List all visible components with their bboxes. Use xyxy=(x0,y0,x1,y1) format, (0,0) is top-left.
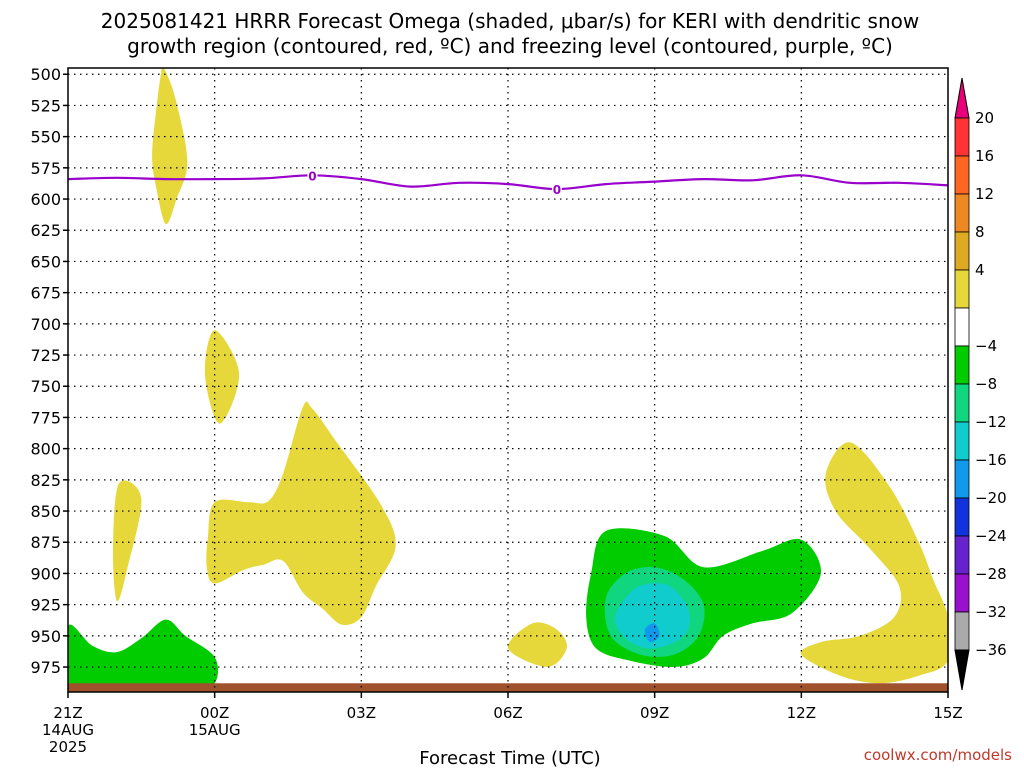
colorbar-label: −28 xyxy=(975,565,1007,583)
colorbar-segment xyxy=(954,155,970,195)
omega-region-weak-rising-1 xyxy=(152,68,188,225)
colorbar-bottom-arrow xyxy=(954,649,970,691)
colorbar-segment xyxy=(954,497,970,537)
y-tick-label: 950 xyxy=(30,627,61,646)
freezing-level-line xyxy=(67,174,949,191)
y-tick-label: 600 xyxy=(30,190,61,209)
freezing-level-contour: 00 xyxy=(67,168,949,197)
y-tick-label: 975 xyxy=(30,658,61,677)
omega-region-weak-rising-4 xyxy=(206,401,396,626)
colorbar-label: 20 xyxy=(975,109,994,127)
x-tick-label: 21Z 14AUG 2025 xyxy=(42,704,94,756)
colorbar-segment xyxy=(954,307,970,347)
omega-region-weak-rising-5 xyxy=(507,622,567,667)
colorbar-label: −4 xyxy=(975,337,997,355)
colorbar-segment xyxy=(954,117,970,157)
chart-title-line-2: growth region (contoured, red, ºC) and f… xyxy=(127,34,893,58)
colorbar-top-arrow xyxy=(954,77,970,119)
freezing-level-label: 0 xyxy=(308,169,316,183)
colorbar-label: 12 xyxy=(975,185,994,203)
colorbar-segment xyxy=(954,231,970,271)
colorbar-label: −8 xyxy=(975,375,997,393)
colorbar-label: −36 xyxy=(975,641,1007,659)
y-tick-label: 725 xyxy=(30,346,61,365)
colorbar-segment xyxy=(954,573,970,613)
y-tick-label: 875 xyxy=(30,533,61,552)
colorbar-label: −12 xyxy=(975,413,1007,431)
y-tick-label: 825 xyxy=(30,471,61,490)
x-axis-label: Forecast Time (UTC) xyxy=(419,748,600,768)
colorbar-label: −20 xyxy=(975,489,1007,507)
x-tick-label: 15Z xyxy=(933,704,962,722)
x-tick-label: 03Z xyxy=(347,704,376,722)
freezing-level-label: 0 xyxy=(553,183,561,197)
colorbar-label: 8 xyxy=(975,223,985,241)
omega-region-weak-rising-6 xyxy=(800,442,948,684)
colorbar-segment xyxy=(954,421,970,461)
omega-region-sinking-4 xyxy=(615,583,690,649)
colorbar-segment xyxy=(954,535,970,575)
colorbar-label: −24 xyxy=(975,527,1007,545)
freezing-label-bg xyxy=(551,182,562,196)
colorbar-segment xyxy=(954,345,970,385)
credit-text: coolwx.com/models xyxy=(864,746,1012,764)
y-tick-label: 575 xyxy=(30,159,61,178)
x-axis-ticks: 21Z 14AUG 2025 00Z 15AUG 03Z 06Z 09Z 12Z 15Z xyxy=(42,692,963,756)
y-tick-label: 850 xyxy=(30,502,61,521)
y-tick-label: 675 xyxy=(30,284,61,303)
y-tick-label: 800 xyxy=(30,440,61,459)
colorbar-segment xyxy=(954,269,970,309)
plot-area xyxy=(68,68,948,692)
y-tick-label: 525 xyxy=(30,96,61,115)
omega-region-weak-rising-3 xyxy=(112,480,142,602)
y-tick-label: 900 xyxy=(30,564,61,583)
x-tick-label: 09Z xyxy=(640,704,669,722)
colorbar-segment xyxy=(954,383,970,423)
colorbar-segment xyxy=(954,611,970,651)
y-tick-label: 775 xyxy=(30,408,61,427)
colorbar-label: −32 xyxy=(975,603,1007,621)
y-axis-ticks: 500 525 550 575 600 625 650 675 700 725 750 775 800 8… xyxy=(30,65,68,677)
y-tick-label: 500 xyxy=(30,65,61,84)
y-tick-label: 700 xyxy=(30,315,61,334)
grid-lines xyxy=(68,68,948,692)
x-tick-label: 00Z 15AUG xyxy=(189,704,241,739)
y-tick-label: 650 xyxy=(30,252,61,271)
y-tick-label: 925 xyxy=(30,596,61,615)
omega-region-sinking-1 xyxy=(68,619,219,692)
y-tick-label: 750 xyxy=(30,377,61,396)
y-tick-label: 550 xyxy=(30,128,61,147)
colorbar-segment xyxy=(954,193,970,233)
omega-region-sinking-5 xyxy=(644,623,660,643)
chart-title-line-1: 2025081421 HRRR Forecast Omega (shaded, … xyxy=(101,9,919,33)
omega-region-weak-rising-2 xyxy=(204,330,240,424)
y-tick-label: 625 xyxy=(30,221,61,240)
colorbar-segment xyxy=(954,459,970,499)
colorbar: 20 16 12 8 4 −4 −8 −12 −16 −20 −24 −28 −32 −36 xyxy=(954,77,1007,691)
x-tick-label: 06Z xyxy=(493,704,522,722)
colorbar-label: −16 xyxy=(975,451,1007,469)
colorbar-label: 16 xyxy=(975,147,994,165)
freezing-label-bg xyxy=(307,168,318,182)
x-tick-label: 12Z xyxy=(787,704,816,722)
surface-ground-band xyxy=(68,683,948,692)
omega-shading xyxy=(68,68,948,692)
colorbar-label: 4 xyxy=(975,261,985,279)
